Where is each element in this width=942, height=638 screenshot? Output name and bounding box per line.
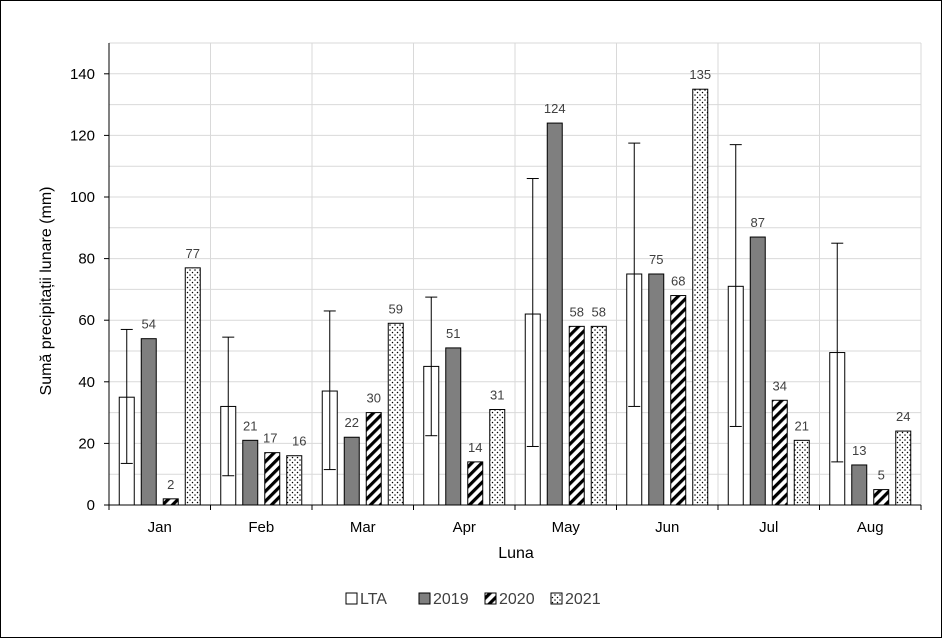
data-label: 17	[263, 431, 277, 446]
data-label: 14	[468, 440, 482, 455]
bar-2020-mar	[365, 412, 382, 506]
data-label: 77	[186, 246, 200, 261]
legend-label-2020: 2020	[499, 591, 535, 608]
data-label: 34	[773, 378, 787, 393]
data-label: 13	[852, 443, 866, 458]
y-tick-label: 60	[78, 312, 95, 329]
data-label: 68	[671, 274, 685, 289]
data-label: 124	[544, 101, 566, 116]
legend-swatch-lta	[345, 592, 358, 605]
bar-2021-feb	[286, 455, 303, 506]
data-label: 135	[689, 67, 711, 82]
y-tick-label: 20	[78, 435, 95, 452]
x-tick-label: Feb	[248, 519, 274, 536]
bar-2020-apr	[467, 461, 484, 506]
data-label: 59	[389, 301, 403, 316]
bar-2021-jan	[184, 267, 201, 506]
data-label: 75	[649, 252, 663, 267]
bar-2020-aug	[873, 489, 890, 506]
y-tick-label: 100	[70, 189, 95, 206]
y-axis-title: Sumă precipitații lunare (mm)	[38, 187, 55, 396]
data-label: 87	[751, 215, 765, 230]
legend-swatch-2020	[484, 592, 497, 605]
bar-2019-jul	[749, 236, 766, 506]
bar-2020-jan	[162, 498, 179, 506]
data-label: 58	[592, 304, 606, 319]
bar-2020-jun	[670, 295, 687, 506]
legend-label-2019: 2019	[433, 591, 469, 608]
data-label: 24	[896, 409, 910, 424]
x-tick-label: Jan	[148, 519, 172, 536]
bar-2019-apr	[445, 347, 462, 506]
legend-swatch-2021	[550, 592, 563, 605]
bar-2019-mar	[343, 436, 360, 506]
y-tick-label: 0	[87, 497, 95, 514]
y-tick-label: 40	[78, 374, 95, 391]
bar-2020-feb	[264, 452, 281, 506]
bar-2019-may	[546, 122, 563, 506]
x-tick-label: Mar	[350, 519, 376, 536]
data-label: 51	[446, 326, 460, 341]
error-bars	[120, 142, 844, 477]
bar-2021-aug	[895, 430, 912, 506]
data-label: 21	[243, 418, 257, 433]
bar-2021-may	[590, 325, 607, 506]
legend-label-lta: LTA	[360, 591, 387, 608]
y-tick-label: 140	[70, 66, 95, 83]
data-label: 31	[490, 388, 504, 403]
x-tick-label: Apr	[453, 519, 476, 536]
x-tick-label: Jun	[655, 519, 679, 536]
bars	[118, 88, 912, 506]
x-tick-label: May	[552, 519, 581, 536]
y-tick-label: 120	[70, 127, 95, 144]
data-label: 30	[367, 391, 381, 406]
bar-2021-jul	[793, 439, 810, 506]
bar-2019-jun	[648, 273, 665, 506]
legend-label-2021: 2021	[565, 591, 601, 608]
bar-2019-jan	[140, 338, 157, 506]
bar-2019-feb	[242, 439, 259, 506]
data-label: 5	[878, 468, 885, 483]
data-label: 58	[570, 304, 584, 319]
y-tick-label: 80	[78, 251, 95, 268]
bar-2021-jun	[692, 88, 709, 506]
bar-2020-jul	[771, 399, 788, 506]
axes: Jan Feb Mar Apr May Jun Jul Aug 0 20 40 60 80 100 120 1…	[70, 43, 922, 536]
bar-2019-aug	[851, 464, 868, 506]
x-axis-title: Luna	[498, 545, 534, 562]
data-label: 21	[795, 418, 809, 433]
data-label: 22	[345, 415, 359, 430]
bar-2021-mar	[387, 322, 404, 506]
legend-swatch-2019	[418, 592, 431, 605]
x-tick-label: Jul	[759, 519, 778, 536]
gridlines	[109, 42, 922, 505]
data-label: 54	[142, 317, 156, 332]
bar-2020-may	[568, 325, 585, 506]
bar-2021-apr	[489, 409, 506, 506]
legend: LTA 2019 2020 2021	[345, 591, 601, 608]
data-label: 16	[292, 434, 306, 449]
x-tick-label: Aug	[857, 519, 884, 536]
data-label: 2	[167, 477, 174, 492]
